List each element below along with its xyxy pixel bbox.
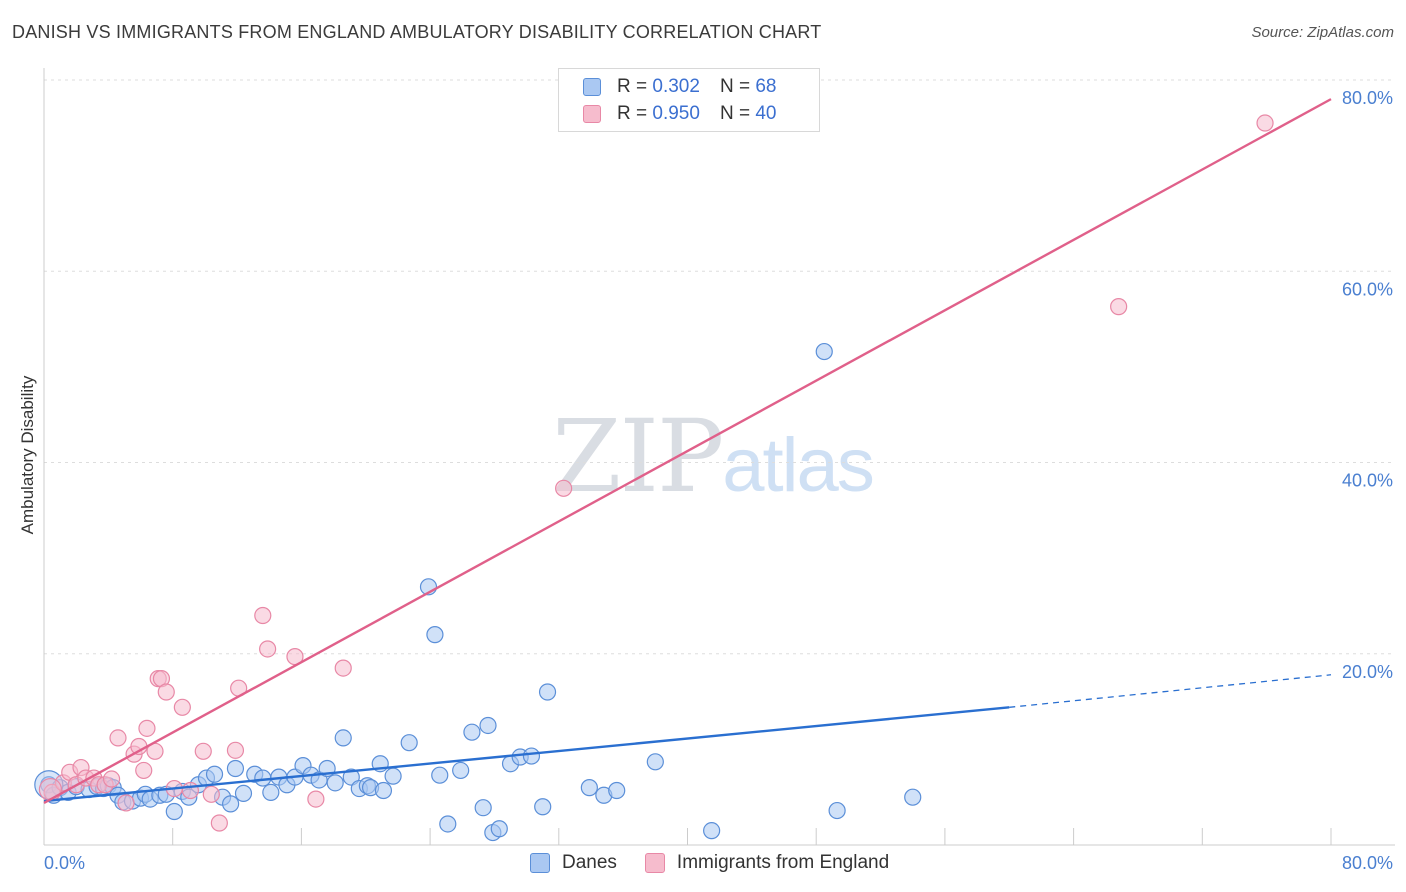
england-point [157,683,175,701]
england-point [202,785,220,803]
correlation-legend: R = 0.302 N = 68 R = 0.950 N = 40 [558,68,820,132]
england-point [555,479,573,497]
danes-point [205,765,224,783]
y-tick-label: 40.0% [1342,471,1393,491]
legend-n-label: N = [719,76,751,97]
danes-trend-extension [1009,674,1332,708]
england-point [226,741,245,759]
england-trend-line [43,98,1332,804]
danes-point [815,342,833,361]
axis-layer [43,68,1395,846]
england-point [194,742,212,760]
danes-point [439,815,457,833]
danes-point [490,820,508,838]
danes-point [165,802,183,821]
danes-point [703,822,721,840]
legend-row-england: R = 0.950 N = 40 [583,101,776,127]
england-point [259,640,277,658]
danes-point [262,783,280,802]
tick-label-layer: 20.0% 40.0% 60.0% 80.0% 0.0% 80.0% [44,88,1393,873]
danes-point [646,753,664,771]
england-point [210,814,228,832]
trend-layer [43,98,1332,804]
legend-r-value: 0.302 [652,76,700,97]
danes-point [828,801,846,820]
england-point [307,790,325,808]
legend-r-label: R = [617,103,648,124]
danes-point [452,761,470,780]
england-point [138,719,156,737]
danes-legend-swatch [530,853,550,873]
danes-point [463,723,481,741]
danes-point [474,799,492,817]
danes-point [904,788,922,806]
danes-point [384,767,402,785]
danes-swatch [583,78,601,96]
danes-point [334,729,352,747]
legend-r-value: 0.950 [652,103,700,124]
chart-title: DANISH VS IMMIGRANTS FROM ENGLAND AMBULA… [12,22,822,42]
danes-point [326,774,344,792]
danes-point [400,734,418,752]
england-point [334,659,352,677]
legend-n-value: 68 [755,76,777,97]
danes-point [538,683,557,701]
england-points [38,114,1274,832]
england-cluster-point [38,777,63,802]
england-swatch [583,105,601,123]
danes-point [431,766,449,784]
danes-point [522,747,541,765]
england-point [102,770,121,788]
england-legend-label: Immigrants from England [676,852,890,873]
danes-points [34,342,922,842]
danes-point [608,781,626,800]
legend-row-danes: R = 0.302 N = 68 [583,74,776,100]
england-point [181,781,199,800]
danes-point [222,795,240,813]
legend-n-label: N = [719,103,751,124]
england-point [135,761,153,780]
danes-legend-label: Danes [562,852,617,873]
danes-point [534,798,552,816]
england-point [173,698,191,716]
y-tick-label: 80.0% [1342,88,1393,108]
grid-layer [44,79,1395,655]
y-tick-label: 20.0% [1342,662,1393,682]
danes-point [479,716,497,735]
danes-point [426,626,444,644]
england-point [117,794,135,812]
danes-point [374,781,393,800]
danes-point [234,784,253,802]
danes-point [580,779,598,797]
danes-point [226,759,245,778]
legend-n-value: 40 [755,103,777,124]
england-point [109,729,127,747]
source-credit: Source: ZipAtlas.com [1251,24,1394,41]
england-point [1110,298,1128,316]
legend-item-danes: Danes [530,852,617,874]
danes-trend-line [43,706,1010,803]
england-legend-swatch [644,853,665,873]
x-tick-label-min: 0.0% [44,853,85,873]
legend-r-label: R = [617,76,648,97]
x-tick-label-max: 80.0% [1342,853,1393,873]
series-legend: Danes Immigrants from England [530,852,917,874]
england-point [1256,114,1274,132]
legend-item-england: Immigrants from England [644,852,890,874]
y-tick-label: 60.0% [1342,279,1393,299]
england-point [254,606,272,625]
